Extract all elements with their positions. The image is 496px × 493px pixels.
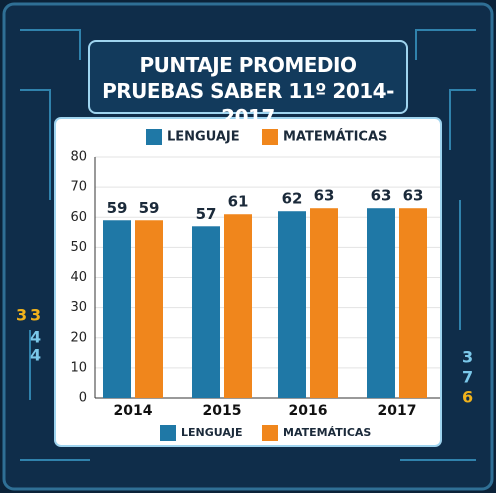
x-tick-label: 2014 [114,403,153,419]
y-tick-label: 50 [70,240,87,255]
svg-text:3: 3 [16,306,27,325]
legend-swatch [262,129,278,145]
y-tick-label: 40 [70,270,87,285]
bar [135,220,163,398]
legend-swatch [160,425,176,441]
bar [103,220,131,398]
legend-label: MATEMÁTICAS [283,129,387,145]
circuit-decoration [20,29,476,461]
data-label: 61 [228,193,249,211]
bar [399,208,427,398]
data-label: 63 [314,187,335,205]
data-label: 62 [282,190,303,208]
bar [192,226,220,398]
y-tick-label: 20 [70,330,87,345]
svg-text:4: 4 [30,328,41,347]
svg-text:4: 4 [30,346,41,365]
x-tick-label: 2015 [203,403,242,419]
data-label: 63 [371,187,392,205]
y-tick-label: 70 [70,180,87,195]
svg-text:7: 7 [462,368,473,387]
x-tick-label: 2016 [289,403,328,419]
y-tick-label: 80 [70,150,87,165]
y-tick-label: 30 [70,300,87,315]
legend-label: LENGUAJE [181,426,242,439]
legend-swatch [262,425,278,441]
deco-digits: 3 344 376 [16,306,473,407]
bar [278,211,306,398]
svg-text:6: 6 [462,388,473,407]
y-tick-label: 60 [70,210,87,225]
y-tick-label: 10 [70,360,87,375]
bar [224,214,252,398]
bar [310,208,338,398]
x-tick-label: 2017 [378,403,417,419]
data-label: 63 [403,187,424,205]
svg-text:3: 3 [462,348,473,367]
data-label: 57 [196,205,217,223]
legend-label: LENGUAJE [167,130,240,145]
legend-label: MATEMÁTICAS [283,426,371,439]
bar [367,208,395,398]
y-tick-label: 0 [79,391,87,406]
svg-text:3: 3 [30,306,41,325]
data-label: 59 [139,199,160,217]
chart-title: PUNTAJE PROMEDIO PRUEBAS SABER 11º 2014-… [88,40,408,129]
legend-swatch [146,129,162,145]
data-label: 59 [107,199,128,217]
